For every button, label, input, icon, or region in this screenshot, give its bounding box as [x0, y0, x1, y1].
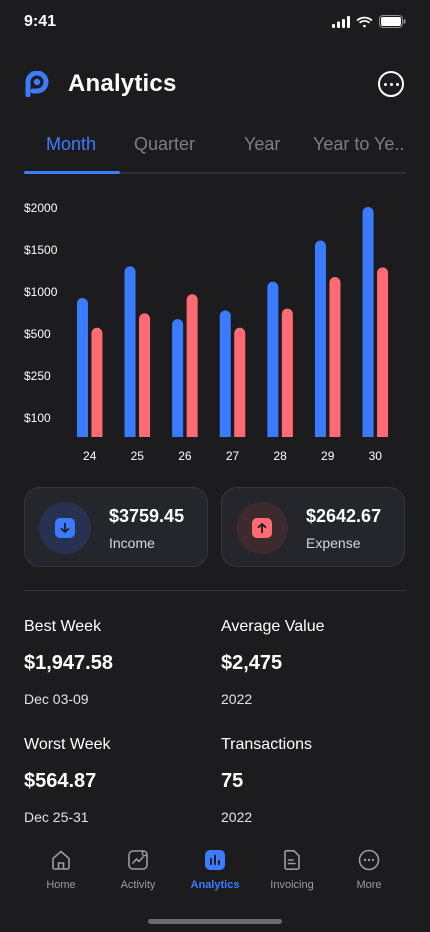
nav-invoicing[interactable]: Invoicing [253, 848, 331, 891]
income-bar [124, 266, 136, 437]
x-tick-label: 25 [131, 449, 145, 463]
expense-bar [139, 313, 151, 437]
arrow-down-icon [55, 518, 75, 538]
expense-icon-wrap [236, 502, 288, 554]
expense-amount: $2642.67 [306, 506, 382, 526]
expense-bar [329, 276, 341, 437]
period-tabs: Month Quarter Year Year to Ye.. [24, 128, 406, 174]
header: Analytics [24, 64, 406, 104]
tab-month[interactable]: Month [46, 134, 97, 154]
income-bar [314, 240, 326, 437]
worst-week-stat: Worst Week $564.87 Dec 25-31 [24, 736, 204, 825]
tab-year[interactable]: Year [244, 134, 281, 154]
y-tick-label: $100 [24, 411, 51, 425]
nav-label: Analytics [190, 879, 240, 891]
expense-label: Expense [306, 535, 361, 551]
expense-bar [377, 267, 389, 437]
expense-bar [234, 327, 246, 437]
logo-icon [25, 71, 49, 97]
stat-label: Transactions [221, 736, 312, 753]
activity-icon [128, 850, 148, 870]
stat-label: Average Value [221, 618, 325, 635]
nav-label: Invoicing [270, 879, 314, 891]
income-bar [267, 281, 279, 437]
x-tick-label: 26 [178, 449, 192, 463]
nav-label: Home [46, 879, 76, 891]
income-icon-wrap [39, 502, 91, 554]
nav-home[interactable]: Home [22, 848, 100, 891]
income-bar [76, 298, 88, 437]
income-bar [219, 310, 231, 437]
bottom-nav: Home Activity Analytics Invoicing [0, 848, 430, 908]
divider [24, 590, 406, 591]
y-tick-label: $2000 [24, 201, 58, 215]
best-week-stat: Best Week $1,947.58 Dec 03-09 [24, 618, 204, 707]
stat-sub: 2022 [221, 809, 253, 825]
stat-value: $564.87 [24, 770, 97, 792]
stat-sub: Dec 25-31 [24, 809, 89, 825]
income-amount: $3759.45 [109, 506, 185, 526]
income-card[interactable]: $3759.45 Income [24, 487, 208, 567]
x-tick-label: 28 [273, 449, 287, 463]
document-icon [284, 850, 300, 870]
nav-label: More [356, 879, 382, 891]
home-icon [52, 850, 70, 870]
status-time: 9:41 [24, 13, 57, 30]
x-tick-label: 24 [83, 449, 97, 463]
expense-bar [91, 327, 103, 437]
battery-icon [379, 15, 406, 28]
signal-icon [332, 15, 350, 28]
y-tick-label: $250 [24, 369, 51, 383]
average-value-stat: Average Value $2,475 2022 [221, 618, 401, 707]
y-tick-label: $1500 [24, 243, 58, 257]
stat-sub: Dec 03-09 [24, 691, 89, 707]
stat-value: 75 [221, 770, 244, 792]
wifi-icon [356, 16, 373, 28]
transactions-stat: Transactions 75 2022 [221, 736, 401, 825]
more-options-button[interactable] [378, 71, 404, 97]
income-bar [362, 207, 374, 437]
status-bar: 9:41 [0, 0, 430, 44]
stat-value: $2,475 [221, 652, 283, 674]
tab-year-to-date[interactable]: Year to Ye.. [313, 134, 405, 154]
stat-label: Worst Week [24, 736, 111, 753]
tab-indicator [24, 171, 120, 174]
x-tick-label: 29 [321, 449, 335, 463]
y-tick-label: $1000 [24, 285, 58, 299]
nav-analytics[interactable]: Analytics [176, 848, 254, 891]
bar-chart-icon [205, 850, 225, 870]
x-tick-label: 27 [226, 449, 240, 463]
arrow-up-icon [252, 518, 272, 538]
y-tick-label: $500 [24, 327, 51, 341]
page-title: Analytics [68, 70, 177, 97]
stat-label: Best Week [24, 618, 102, 635]
home-indicator [148, 919, 282, 924]
nav-label: Activity [120, 879, 156, 891]
x-tick-label: 30 [369, 449, 383, 463]
bar-chart: $2000 $1500 $1000 $500 $250 $100 24 25 26 27 28 29 3… [24, 201, 389, 463]
more-circle-icon [358, 849, 380, 871]
tab-quarter[interactable]: Quarter [134, 134, 196, 154]
expense-card[interactable]: $2642.67 Expense [221, 487, 405, 567]
more-horizontal-icon [383, 82, 387, 86]
stat-value: $1,947.58 [24, 652, 113, 674]
stat-sub: 2022 [221, 691, 253, 707]
income-bar [172, 319, 184, 437]
nav-activity[interactable]: Activity [99, 848, 177, 891]
expense-bar [186, 294, 198, 437]
expense-bar [281, 308, 293, 437]
nav-more[interactable]: More [330, 848, 408, 891]
income-label: Income [109, 535, 155, 551]
status-icons [332, 15, 406, 28]
